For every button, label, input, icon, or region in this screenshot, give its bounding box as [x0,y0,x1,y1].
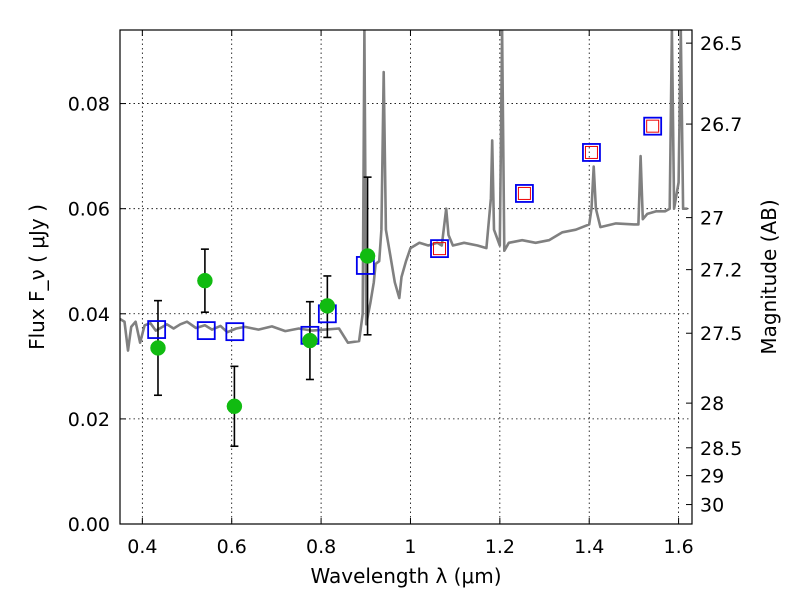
observed-point-marker [150,340,166,356]
model-square-marker [515,184,534,203]
model-square-marker [643,116,663,136]
x-tick-label: 0.8 [306,536,336,558]
y2-tick-label: 26.7 [700,114,742,136]
y-axis-label: Flux F_ν ( μJy ) [25,204,49,350]
y2-tick-label: 30 [700,495,724,517]
marker-layer [147,116,663,415]
observed-point-marker [302,332,318,349]
x-tick-label: 1 [404,536,416,558]
x-tick-label: 1.6 [663,536,693,558]
model-square-marker [582,143,601,162]
y2-tick-label: 28.5 [700,438,742,460]
observed-point-marker [359,248,376,264]
y-tick-label: 0.00 [68,514,110,536]
y2-tick-label: 27 [700,208,724,230]
y2-tick-label: 29 [700,466,724,488]
model-square-marker [196,321,216,341]
model-square-marker [147,320,167,339]
spectrum-layer [120,30,688,352]
axes-layer: 0.4 0.6 0.8 1 1.2 1.4 1.6 0.00 0.02 0.04 0.06 0.08 2… [68,29,742,558]
x-tick-label: 1.2 [485,536,515,558]
observed-point-marker [319,298,336,314]
plot-frame [119,29,693,525]
spectrum-line [120,30,688,352]
y2-tick-label: 26.5 [700,33,742,55]
y2-tick-label: 27.2 [700,260,742,282]
observed-point-marker [226,398,243,415]
y2-axis-label: Magnitude (AB) [757,199,781,354]
predicted-square-marker [517,186,531,200]
y-tick-label: 0.08 [68,94,110,116]
y2-tick-label: 27.5 [700,323,742,345]
predicted-square-marker [433,242,447,256]
x-axis-label: Wavelength λ (μm) [310,564,501,588]
x-tick-label: 0.6 [217,536,247,558]
predicted-square-marker [646,119,660,133]
errorbar-layer [153,176,372,448]
y-tick-label: 0.04 [68,304,110,326]
predicted-square-marker [584,145,598,159]
y2-tick-label: 28 [700,393,724,415]
y-tick-label: 0.02 [68,409,110,431]
x-tick-label: 1.4 [574,536,604,558]
y-tick-label: 0.06 [68,199,110,221]
x-tick-label: 0.4 [127,536,157,558]
model-square-marker [225,322,245,342]
model-square-marker [430,239,449,259]
observed-point-marker [197,272,213,289]
